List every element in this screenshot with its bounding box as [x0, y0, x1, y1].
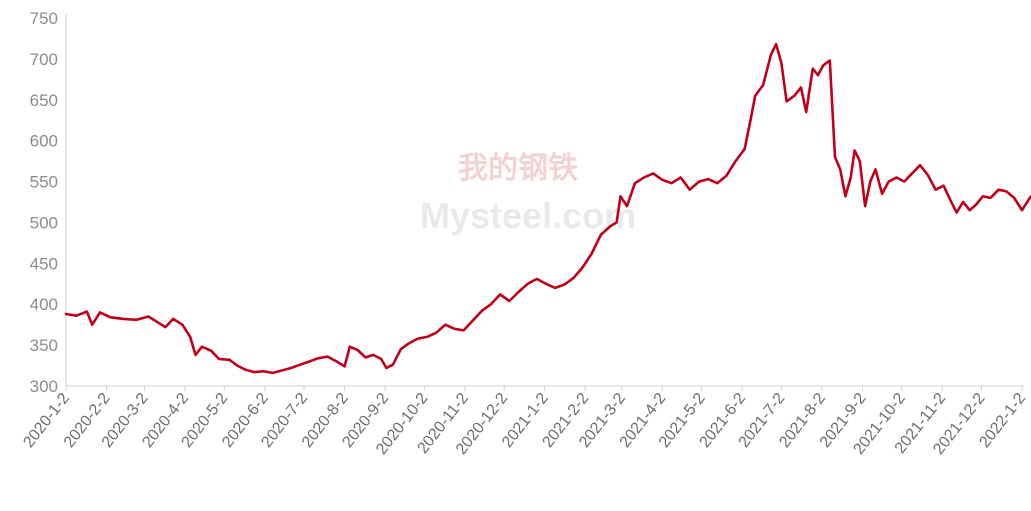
y-tick-label: 750 — [30, 9, 58, 28]
y-tick-label: 300 — [30, 377, 58, 396]
y-tick-label: 700 — [30, 50, 58, 69]
x-axis-ticks: 2020-1-22020-2-22020-3-22020-4-22020-5-2… — [20, 386, 1029, 458]
y-tick-label: 450 — [30, 254, 58, 273]
y-tick-label: 650 — [30, 91, 58, 110]
y-axis-ticks: 300 350 400 450 500 550 600 650 700 750 — [30, 9, 58, 396]
y-tick-label: 600 — [30, 132, 58, 151]
series-group — [64, 42, 1031, 375]
y-tick-label: 500 — [30, 213, 58, 232]
y-tick-label: 400 — [30, 295, 58, 314]
watermark-text: Mysteel.com — [420, 195, 636, 236]
y-tick-label: 550 — [30, 173, 58, 192]
watermark-logo-text: 我的钢铁 — [458, 152, 578, 185]
series-line — [64, 42, 1031, 375]
watermark: 我的钢铁 Mysteel.com — [420, 152, 636, 236]
y-tick-label: 350 — [30, 336, 58, 355]
